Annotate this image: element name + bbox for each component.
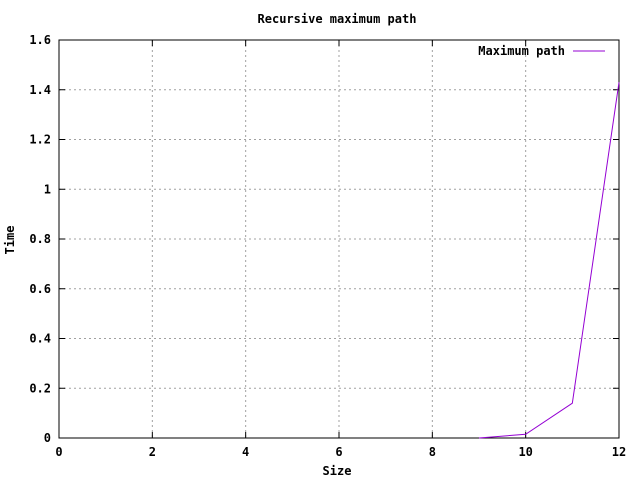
x-tick-label: 10 bbox=[518, 445, 532, 459]
x-tick-label: 8 bbox=[429, 445, 436, 459]
x-axis-label: Size bbox=[323, 464, 352, 478]
axis-ticks: 0 2 4 6 8 10 12 0 0.2 0.4 0.6 0.8 1 1.2 1.4 1.6 bbox=[29, 33, 626, 459]
legend-label-maximum-path: Maximum path bbox=[478, 44, 565, 58]
y-tick-label: 0.6 bbox=[29, 282, 51, 296]
y-tick-label: 1.2 bbox=[29, 133, 51, 147]
y-tick-label: 1.4 bbox=[29, 83, 51, 97]
y-tick-label: 0.2 bbox=[29, 381, 51, 395]
x-tick-label: 0 bbox=[55, 445, 62, 459]
x-tick-label: 6 bbox=[335, 445, 342, 459]
series-line-maximum-path bbox=[478, 82, 620, 439]
y-tick-label: 0.4 bbox=[29, 332, 51, 346]
y-tick-label: 0 bbox=[44, 431, 51, 445]
y-tick-label: 0.8 bbox=[29, 232, 51, 246]
y-tick-label: 1 bbox=[44, 182, 51, 196]
series-layer bbox=[478, 82, 620, 439]
x-tick-label: 4 bbox=[242, 445, 249, 459]
y-axis-label: Time bbox=[3, 226, 17, 255]
y-tick-label: 1.6 bbox=[29, 33, 51, 47]
x-tick-label: 12 bbox=[612, 445, 626, 459]
legend: Maximum path bbox=[478, 44, 605, 58]
grid-lines bbox=[59, 40, 619, 438]
x-tick-label: 2 bbox=[149, 445, 156, 459]
chart-title: Recursive maximum path bbox=[258, 12, 417, 26]
